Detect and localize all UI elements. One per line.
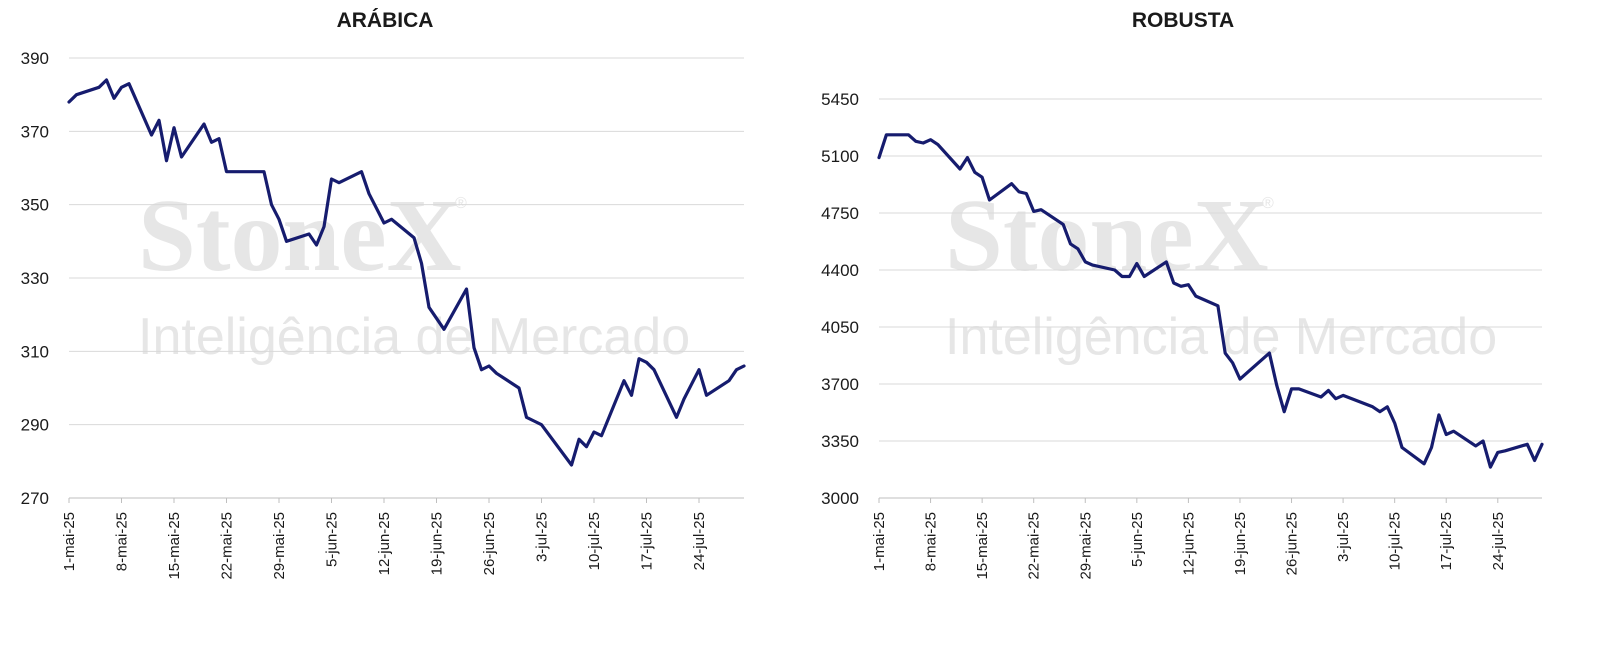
- x-tick-label: 1-mai-25: [61, 512, 78, 571]
- x-tick-label: 10-jul-25: [1387, 512, 1404, 570]
- y-tick-label: 390: [21, 49, 49, 68]
- chart-title: ROBUSTA: [1132, 9, 1234, 32]
- watermark-left: StoneX ® Inteligência de Mercado: [138, 178, 690, 366]
- y-tick-label: 370: [21, 122, 49, 141]
- x-tick-label: 19-jun-25: [429, 512, 446, 575]
- y-tick-label: 330: [21, 269, 49, 288]
- x-tick-label: 22-mai-25: [1026, 512, 1043, 580]
- watermark-registered-mark: ®: [455, 195, 467, 212]
- x-tick-label: 8-mai-25: [923, 512, 940, 571]
- x-tick-label: 29-mai-25: [1077, 512, 1094, 580]
- y-tick-label: 4750: [821, 204, 859, 223]
- x-tick-label: 8-mai-25: [114, 512, 131, 571]
- x-tick-label: 5-jun-25: [324, 512, 341, 567]
- x-tick-label: 15-mai-25: [974, 512, 991, 580]
- y-tick-label: 4050: [821, 318, 859, 337]
- y-tick-label: 5450: [821, 90, 859, 109]
- y-tick-label: 4400: [821, 261, 859, 280]
- x-tick-label: 3-jul-25: [534, 512, 551, 562]
- chart-title: ARÁBICA: [337, 9, 434, 32]
- x-tick-label: 26-jun-25: [481, 512, 498, 575]
- robusta-chart: ROBUSTA 3000 3350 3700 4050 4400 4750 5100 5450 1…: [821, 9, 1544, 580]
- arabica-chart: ARÁBICA 270 290 310 330 350 370 390 1-mai-25 8-ma…: [21, 9, 746, 580]
- watermark-right: StoneX ® Inteligência de Mercado: [945, 178, 1497, 366]
- x-tick-label: 15-mai-25: [166, 512, 183, 580]
- x-tick-label: 10-jul-25: [586, 512, 603, 570]
- x-tick-label: 24-jul-25: [691, 512, 708, 570]
- x-tick-label: 12-jun-25: [376, 512, 393, 575]
- y-tick-label: 270: [21, 489, 49, 508]
- y-tick-label: 290: [21, 416, 49, 435]
- x-tick-label: 1-mai-25: [871, 512, 888, 571]
- x-tick-label: 3-jul-25: [1335, 512, 1352, 562]
- price-series-line: [67, 78, 746, 467]
- y-tick-label: 5100: [821, 147, 859, 166]
- x-tick-label: 26-jun-25: [1284, 512, 1301, 575]
- x-tick-label: 29-mai-25: [271, 512, 288, 580]
- y-tick-label: 310: [21, 342, 49, 361]
- x-tick-label: 12-jun-25: [1180, 512, 1197, 575]
- x-tick-label: 17-jul-25: [639, 512, 656, 570]
- x-tick-label: 22-mai-25: [219, 512, 236, 580]
- watermark-tagline: Inteligência de Mercado: [138, 308, 690, 366]
- x-tick-label: 24-jul-25: [1490, 512, 1507, 570]
- watermark-brand: StoneX: [945, 178, 1269, 293]
- y-tick-label: 350: [21, 196, 49, 215]
- x-tick-label: 19-jun-25: [1232, 512, 1249, 575]
- y-tick-label: 3350: [821, 432, 859, 451]
- watermark-registered-mark: ®: [1262, 195, 1274, 212]
- y-tick-label: 3700: [821, 375, 859, 394]
- x-tick-label: 17-jul-25: [1438, 512, 1455, 570]
- x-tick-label: 5-jun-25: [1129, 512, 1146, 567]
- price-series-line: [877, 133, 1544, 469]
- y-tick-label: 3000: [821, 489, 859, 508]
